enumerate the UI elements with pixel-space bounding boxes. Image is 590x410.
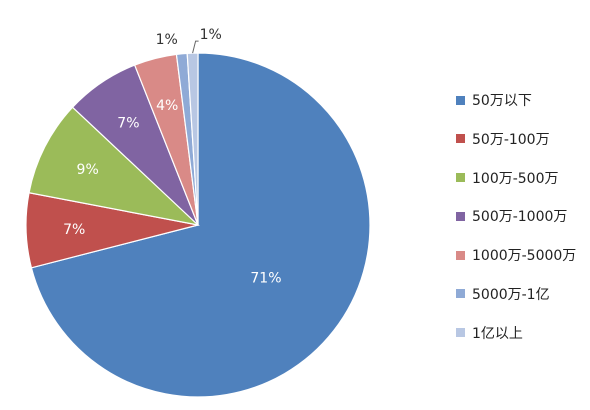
data-label-5: 1% — [156, 32, 178, 48]
legend-item-1: 50万-100万 — [456, 125, 576, 153]
legend-item-0: 50万以下 — [456, 86, 576, 114]
legend-item-6: 1亿以上 — [456, 319, 576, 347]
legend-swatch-4 — [456, 250, 465, 260]
pie-slice-0 — [30, 52, 371, 398]
legend-swatch-0 — [456, 95, 465, 105]
legend-label-1: 50万-100万 — [472, 131, 550, 148]
data-label-0: 71% — [250, 271, 281, 287]
legend-swatch-6 — [456, 328, 465, 338]
data-label-2: 9% — [77, 162, 99, 178]
data-label-1: 7% — [63, 222, 85, 238]
legend: 50万以下 50万-100万 100万-500万 500万-1000万 1000… — [456, 86, 576, 358]
legend-item-4: 1000万-5000万 — [456, 241, 576, 269]
pie-slice-2 — [28, 106, 200, 226]
legend-label-3: 500万-1000万 — [472, 209, 568, 226]
legend-label-4: 1000万-5000万 — [472, 248, 577, 265]
legend-label-6: 1亿以上 — [472, 325, 523, 342]
legend-label-2: 100万-500万 — [472, 170, 559, 187]
legend-swatch-3 — [456, 211, 465, 221]
legend-item-3: 500万-1000万 — [456, 202, 576, 230]
legend-swatch-5 — [456, 289, 465, 299]
data-label-4: 4% — [156, 98, 178, 114]
data-label-6: 1% — [200, 27, 222, 43]
legend-label-0: 50万以下 — [472, 93, 532, 109]
legend-label-5: 5000万-1亿 — [472, 286, 550, 303]
legend-item-2: 100万-500万 — [456, 164, 576, 192]
legend-item-5: 5000万-1亿 — [456, 280, 576, 308]
legend-swatch-2 — [456, 173, 465, 183]
legend-swatch-1 — [456, 134, 465, 144]
leader-line-6 — [192, 40, 199, 54]
data-label-3: 7% — [117, 116, 139, 132]
